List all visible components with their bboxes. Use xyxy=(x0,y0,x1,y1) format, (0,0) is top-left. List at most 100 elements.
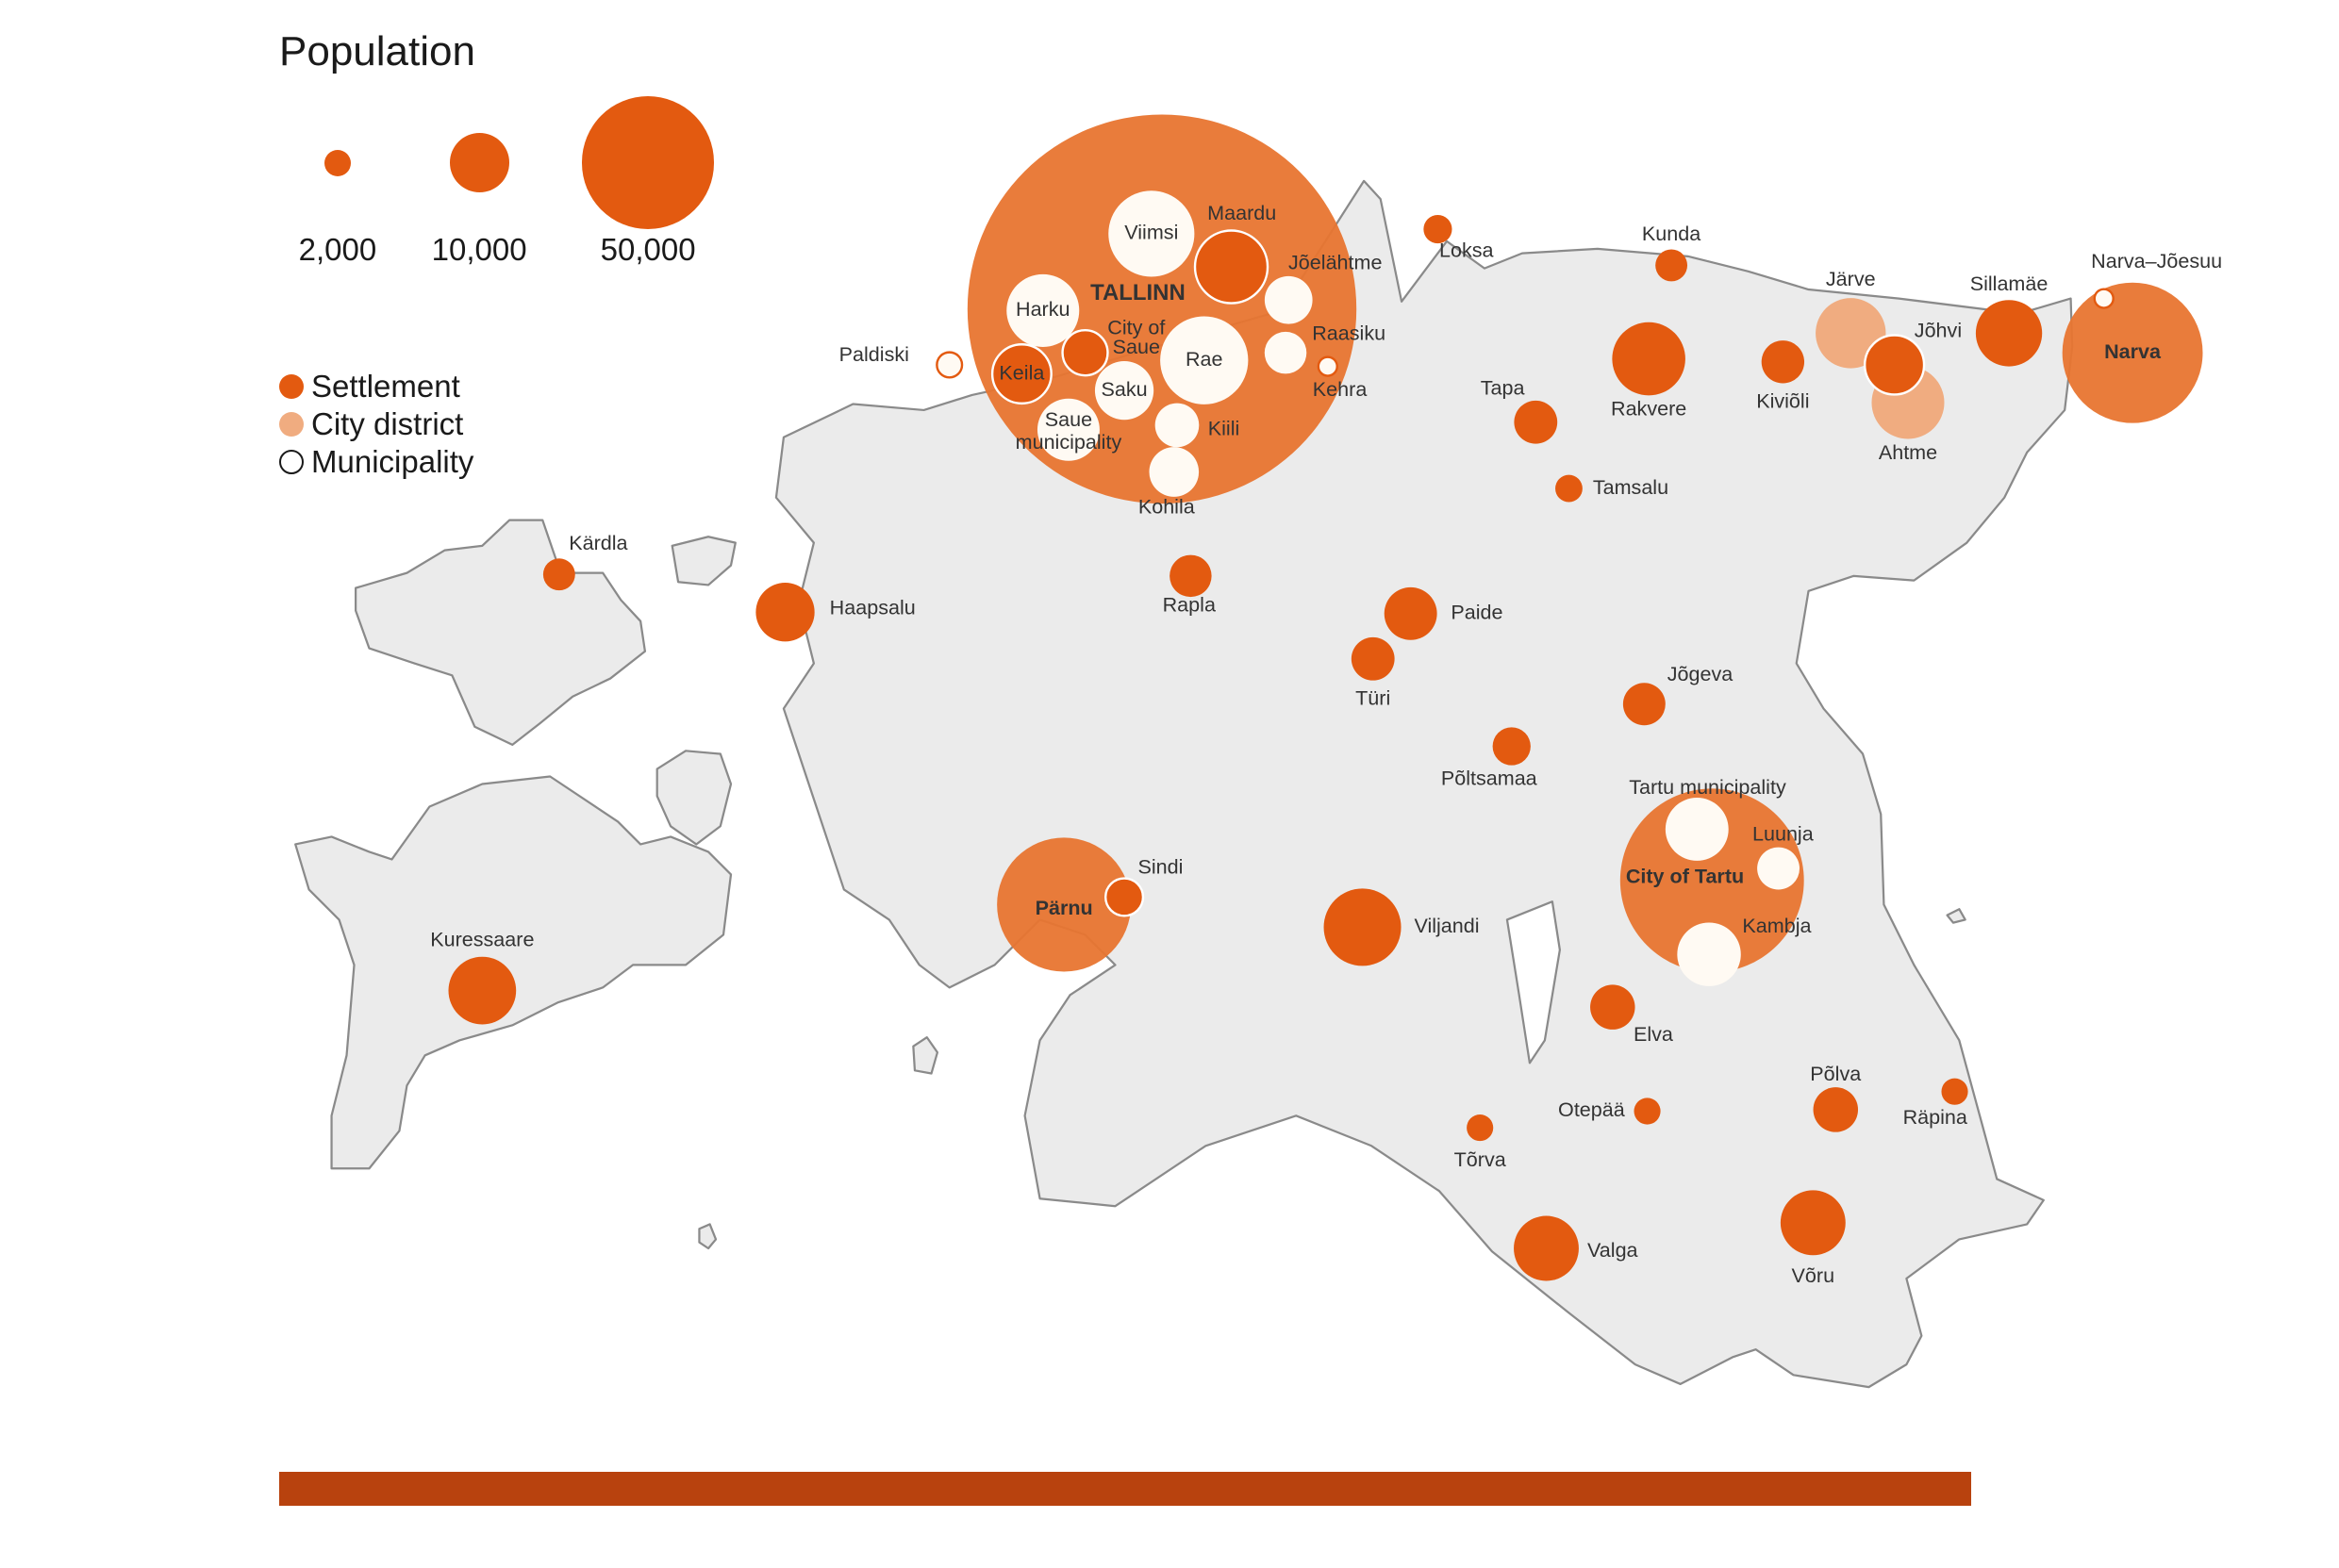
legend-type-swatch xyxy=(279,450,304,474)
marker-haapsalu xyxy=(755,583,815,642)
label-viljandi: Viljandi xyxy=(1414,914,1479,937)
label-saue-municipality: Saue xyxy=(1045,407,1092,431)
label-saue-municipality-2: municipality xyxy=(1016,430,1122,454)
island-saaremaa xyxy=(294,775,733,1170)
label-viimsi: Viimsi xyxy=(1124,221,1178,244)
marker-kohila xyxy=(1149,447,1200,497)
marker-paide xyxy=(1384,586,1437,640)
legend-size-circle-1 xyxy=(323,149,351,176)
label-t-rva: Tõrva xyxy=(1454,1147,1506,1171)
label-p-rnu: Pärnu xyxy=(1036,896,1093,919)
legend-size-label-3: 50,000 xyxy=(600,232,696,267)
label-ahtme: Ahtme xyxy=(1879,440,1937,464)
island-piirissaar xyxy=(1946,908,1966,924)
island-ruhnu xyxy=(698,1223,718,1250)
label-kambja: Kambja xyxy=(1742,914,1811,937)
label-j-rve: Järve xyxy=(1826,267,1876,290)
marker-kuressaare xyxy=(448,956,517,1025)
legend-type-label: City district xyxy=(311,406,464,441)
place-labels: TALLINN Viimsi Maardu Jõelähtme Harku City of… xyxy=(430,201,2222,1287)
marker-tartu-municipality xyxy=(1665,798,1729,861)
marker-kehra xyxy=(1317,355,1338,377)
label-kivi-li: Kiviõli xyxy=(1756,389,1809,413)
island-vormsi xyxy=(671,536,737,586)
label-j-el-htme: Jõelähtme xyxy=(1288,251,1382,274)
legend-type-swatch xyxy=(279,374,304,399)
marker-j-el-htme xyxy=(1264,275,1313,324)
label-luunja: Luunja xyxy=(1752,822,1814,846)
label-tartu-municipality: Tartu municipality xyxy=(1629,775,1786,799)
marker-t-ri xyxy=(1351,636,1395,681)
label-saku: Saku xyxy=(1101,377,1147,401)
marker-sindi xyxy=(1103,877,1145,917)
label-paide: Paide xyxy=(1451,601,1502,624)
marker-raasiku xyxy=(1264,331,1307,374)
place-markers xyxy=(448,114,2203,1281)
label-valga: Valga xyxy=(1587,1238,1638,1262)
marker-rapla xyxy=(1170,554,1212,598)
marker-harku xyxy=(1006,273,1080,347)
label-tapa: Tapa xyxy=(1481,375,1525,399)
marker-paldiski xyxy=(936,351,964,379)
marker-j-hvi xyxy=(1863,334,1926,396)
marker-saku xyxy=(1094,361,1154,421)
label-haapsalu: Haapsalu xyxy=(830,596,916,619)
island-kihnu xyxy=(912,1036,939,1075)
marker-t-rva xyxy=(1467,1114,1494,1142)
legend-type-settlement: Settlement xyxy=(279,368,460,405)
label-kehra: Kehra xyxy=(1313,377,1368,401)
label-kuressaare: Kuressaare xyxy=(430,927,534,950)
label-narva-j-esuu: Narva–Jõesuu xyxy=(2091,249,2222,272)
marker-otep- xyxy=(1634,1098,1661,1125)
label-loksa: Loksa xyxy=(1439,239,1494,262)
label-v-ru: Võru xyxy=(1792,1263,1835,1287)
legend-type-swatch xyxy=(279,412,304,437)
marker-city-of-saue xyxy=(1061,329,1109,377)
label-kohila: Kohila xyxy=(1138,495,1195,519)
lake-vortsjarv xyxy=(1505,900,1561,1065)
marker-luunja xyxy=(1757,847,1800,890)
legend-size-circle-2 xyxy=(449,133,509,192)
marker-rae xyxy=(1160,316,1249,404)
marker-elva xyxy=(1590,984,1635,1030)
marker-saue-municipality xyxy=(1037,398,1100,461)
marker-r-pina xyxy=(1941,1078,1968,1105)
label-kunda: Kunda xyxy=(1642,222,1700,245)
marker-valga xyxy=(1514,1215,1579,1281)
marker-j-geva xyxy=(1622,683,1666,726)
label-rae: Rae xyxy=(1186,347,1223,371)
legend-title: Population xyxy=(279,28,475,74)
label-p-ltsamaa: Põltsamaa xyxy=(1441,766,1537,789)
marker-tamsalu xyxy=(1555,474,1583,503)
label-j-geva: Jõgeva xyxy=(1667,662,1734,685)
island-muhu xyxy=(655,750,733,846)
legend-type-label: Settlement xyxy=(311,369,460,404)
label-k-rdla: Kärdla xyxy=(569,531,627,554)
marker-maardu xyxy=(1193,229,1269,305)
label-tamsalu: Tamsalu xyxy=(1593,475,1668,499)
label-kiili: Kiili xyxy=(1208,416,1240,439)
marker-k-rdla xyxy=(542,558,575,591)
label-city-of-saue: City of xyxy=(1107,315,1166,338)
label-p-lva: Põlva xyxy=(1810,1062,1861,1085)
label-raasiku: Raasiku xyxy=(1312,322,1385,345)
label-city-of-saue-2: Saue xyxy=(1113,335,1160,358)
label-tallinn: TALLINN xyxy=(1090,280,1186,305)
marker-viimsi xyxy=(1108,190,1195,277)
marker-p-rnu xyxy=(997,837,1132,972)
legend-size-circle-3 xyxy=(581,96,715,229)
marker-keila xyxy=(990,343,1053,405)
marker-p-lva xyxy=(1813,1087,1859,1132)
label-rapla: Rapla xyxy=(1163,593,1216,617)
marker-narva-j-esuu xyxy=(2093,288,2115,309)
label-maardu: Maardu xyxy=(1207,201,1276,224)
marker-kiili xyxy=(1154,403,1200,448)
marker-sillam-e xyxy=(1975,300,2043,367)
bottom-bar xyxy=(279,1472,1971,1506)
label-city-of-tartu: City of Tartu xyxy=(1626,864,1744,887)
marker-tapa xyxy=(1514,400,1558,444)
legend-size-label-1: 2,000 xyxy=(298,232,377,267)
legend-size-label-2: 10,000 xyxy=(431,232,527,267)
marker-v-ru xyxy=(1780,1190,1846,1256)
